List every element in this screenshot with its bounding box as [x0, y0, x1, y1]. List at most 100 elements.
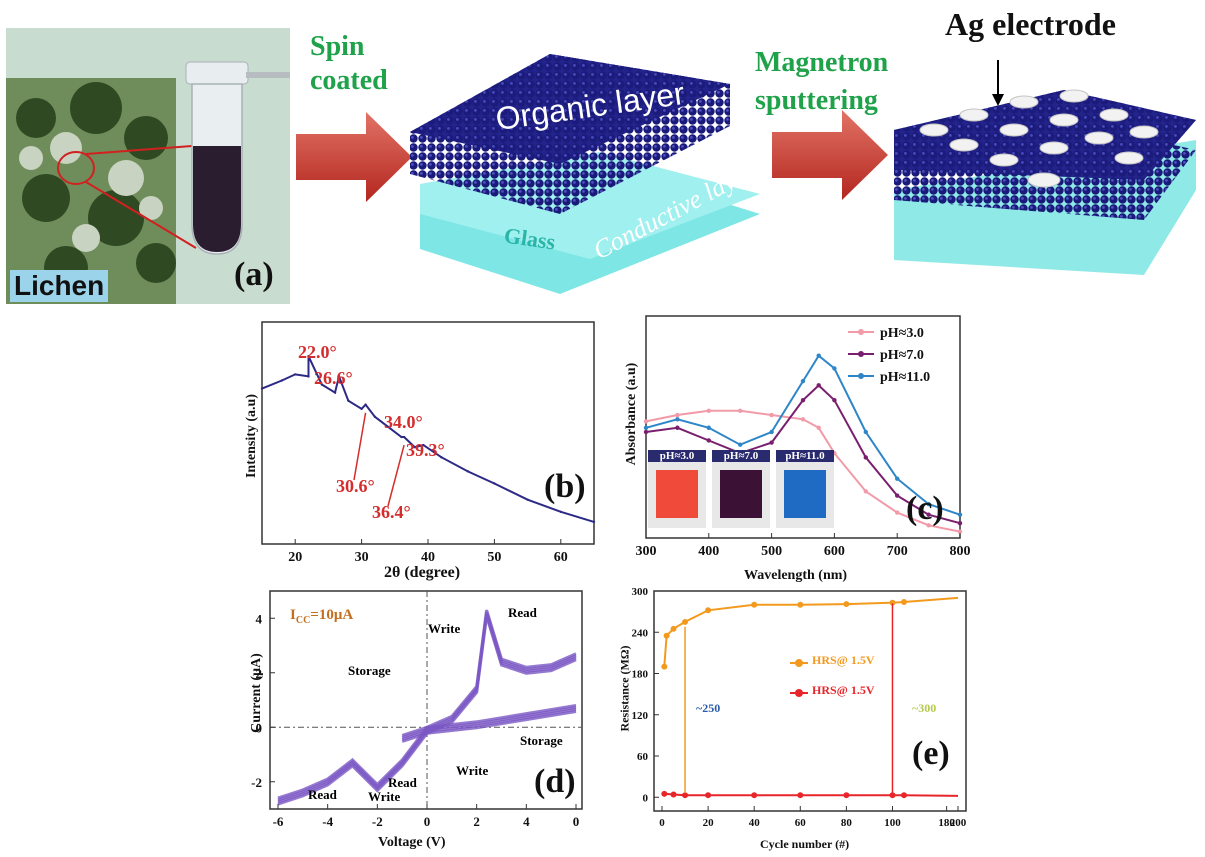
uv-point [769, 413, 773, 417]
x-tick-label: 50 [487, 550, 501, 565]
x-tick-label: 100 [884, 817, 901, 829]
legend-marker [795, 689, 803, 697]
x-tick-label: 20 [288, 550, 302, 565]
cycle-point [751, 602, 757, 608]
xrd-point [261, 387, 263, 389]
legend-marker [858, 373, 864, 379]
xrd-point [467, 470, 469, 472]
uv-point [817, 383, 821, 387]
red-arrow-icon [772, 110, 892, 200]
uv-point [832, 398, 836, 402]
cycle-point [682, 619, 688, 625]
xrd-point [493, 482, 495, 484]
uv-ylabel: Absorbance (a.u) [624, 344, 640, 484]
cycle-point [705, 792, 711, 798]
x-tick-label: 40 [421, 550, 435, 565]
uv-point [832, 366, 836, 370]
x-tick-label: 0 [424, 814, 431, 829]
x-tick-label: 60 [554, 550, 568, 565]
y-tick-label: 300 [632, 586, 649, 598]
cycle-point [901, 792, 907, 798]
xrd-point [593, 521, 595, 523]
x-tick-label: 0 [659, 817, 665, 829]
cycle-xlabel: Cycle number (#) [760, 837, 849, 852]
x-tick-label: 700 [887, 544, 908, 559]
icc-label: ICC=10μA [290, 607, 353, 626]
y-tick-label: 4 [256, 611, 263, 626]
uv-point [864, 489, 868, 493]
ag-electrode-device [884, 60, 1204, 280]
legend-marker [858, 351, 864, 357]
xrd-point [281, 379, 283, 381]
vial-photos: pH≈3.0 pH≈7.0 pH≈11.0 [648, 450, 836, 528]
vial-ph3: pH≈3.0 [648, 450, 706, 528]
panel-c-letter: (c) [906, 490, 944, 528]
iv-xlabel: Voltage (V) [378, 835, 446, 851]
panel-d-letter: (d) [534, 763, 576, 801]
panel-a-letter: (a) [234, 256, 274, 294]
cycle-point [901, 599, 907, 605]
uv-point [707, 426, 711, 430]
vial-ph11-liquid [784, 470, 826, 518]
x-tick-label: 600 [824, 544, 845, 559]
xrd-point [294, 373, 296, 375]
lichen-photo: Lichen (a) [6, 28, 290, 304]
legend-label: pH≈7.0 [880, 348, 924, 363]
xrd-point [334, 391, 336, 393]
vial-ph3-label: pH≈3.0 [648, 450, 706, 462]
vial-ph11-label: pH≈11.0 [776, 450, 834, 462]
uv-xlabel: Wavelength (nm) [744, 568, 847, 584]
x-tick-label: 0 [573, 814, 580, 829]
panel-a: Lichen (a) Spin coated Organic layer Con… [0, 0, 1205, 310]
x-tick-label: 2 [473, 814, 480, 829]
x-tick-label: 300 [636, 544, 657, 559]
x-tick-label: 80 [841, 817, 853, 829]
iv-chart: -6 -4 -2 0 2 4 0420-2 [228, 585, 608, 857]
uv-point [644, 430, 648, 434]
vial-ph7-label: pH≈7.0 [712, 450, 770, 462]
xrd-point [364, 404, 366, 406]
uv-point [801, 379, 805, 383]
x-tick-label: 200 [950, 817, 967, 829]
legend-label: HRS@ 1.5V [812, 683, 875, 698]
peak-label: 30.6° [336, 476, 375, 497]
diff-left-label: ~250 [696, 701, 720, 716]
y-tick-label: 0 [643, 792, 649, 804]
uv-point [707, 438, 711, 442]
uv-point [675, 413, 679, 417]
cycle-point [705, 607, 711, 613]
peak-label: 34.0° [384, 412, 423, 433]
red-arrow-icon [296, 112, 416, 202]
annotation-write: Write [368, 789, 400, 805]
magnetron-sputtering-label: Magnetron sputtering [755, 44, 888, 120]
x-tick-label: -6 [273, 814, 284, 829]
xrd-ylabel: Intensity (a.u) [244, 376, 260, 496]
uv-point [644, 426, 648, 430]
x-tick-label: 400 [698, 544, 719, 559]
cycle-point [661, 664, 667, 670]
y-tick-label: -2 [251, 775, 262, 790]
legend-marker [795, 659, 803, 667]
vial-ph11: pH≈11.0 [776, 450, 834, 528]
cycle-point [843, 792, 849, 798]
uv-point [769, 440, 773, 444]
cycle-point [797, 792, 803, 798]
uv-point [675, 417, 679, 421]
xrd-point [526, 498, 528, 500]
x-tick-label: 30 [355, 550, 369, 565]
cycle-point [843, 601, 849, 607]
annotation-write: Write [428, 621, 460, 637]
xrd-point [374, 416, 376, 418]
uv-point [801, 398, 805, 402]
x-tick-label: 20 [703, 817, 715, 829]
uv-point [675, 426, 679, 430]
cycle-point [664, 633, 670, 639]
xrd-point [347, 399, 349, 401]
panel-e-letter: (e) [912, 735, 950, 773]
panel-b: 20 30 40 50 60 Intensity (a.u) 2θ (degree) 2… [236, 316, 606, 586]
annotation-storage: Storage [520, 733, 563, 749]
diff-right-label: ~300 [912, 701, 936, 716]
y-tick-label: 60 [637, 751, 649, 763]
cycle-point [671, 626, 677, 632]
